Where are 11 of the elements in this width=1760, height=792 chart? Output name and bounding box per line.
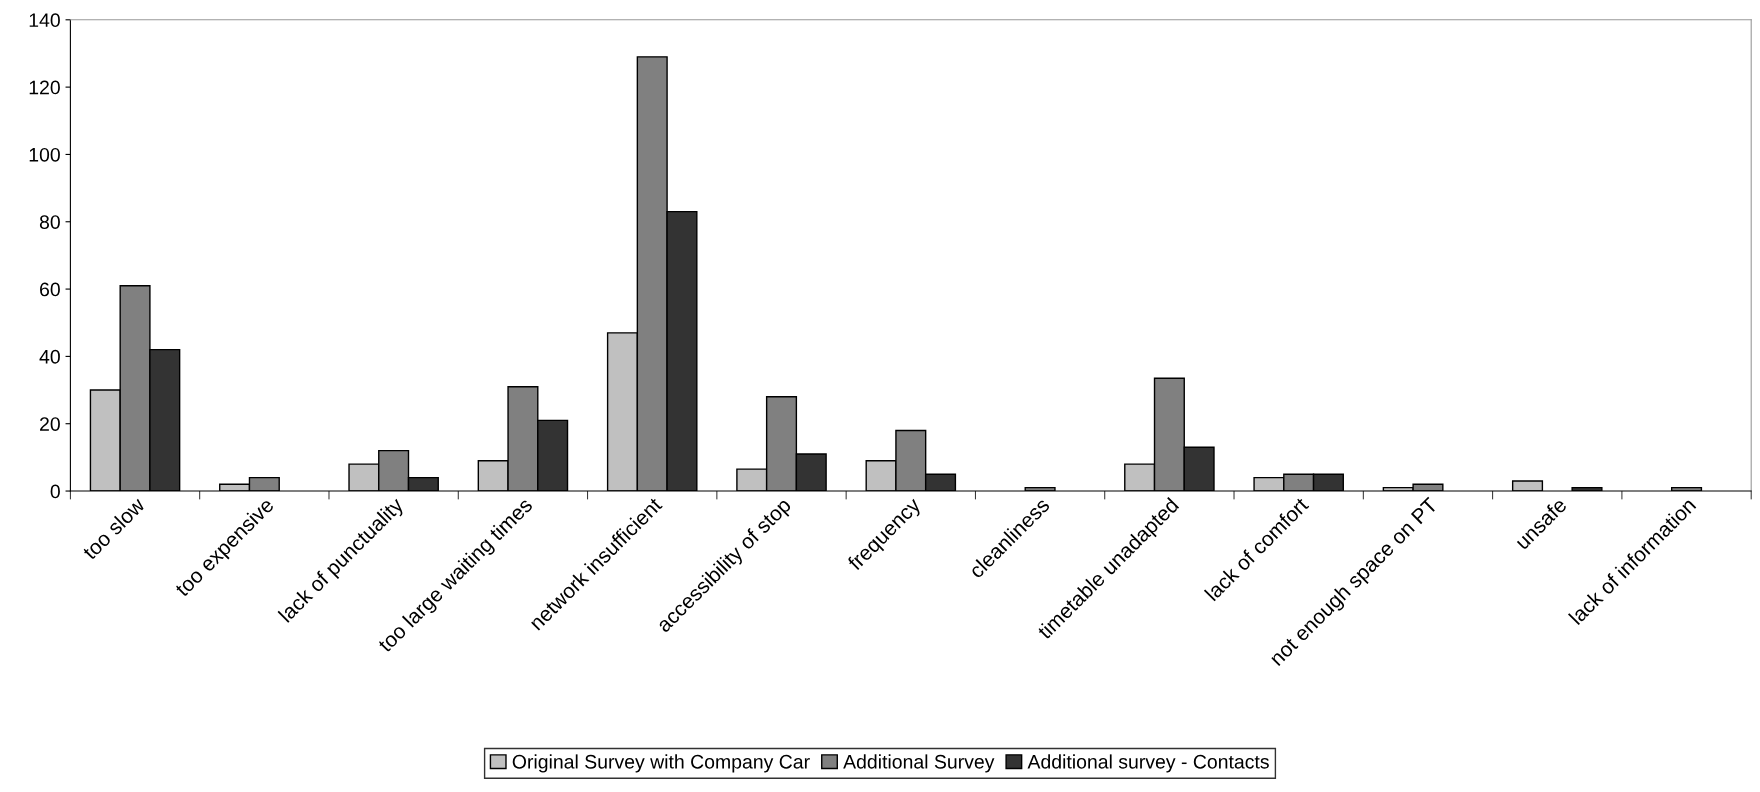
y-tick-label: 100 xyxy=(29,147,60,162)
legend-label: Original Survey with Company Car xyxy=(512,754,810,773)
y-tick-label: 60 xyxy=(40,282,60,297)
y-tick-label: 140 xyxy=(29,13,60,28)
y-tick-label: 80 xyxy=(39,215,60,229)
y-tick-label: 0 xyxy=(50,484,60,499)
y-tick-label: 20 xyxy=(40,417,60,431)
y-tick-label: 120 xyxy=(29,80,60,95)
legend-label: Additional Survey xyxy=(843,754,995,773)
legend-label: Additional survey - Contacts xyxy=(1027,754,1269,773)
y-tick-label: 40 xyxy=(39,349,60,364)
